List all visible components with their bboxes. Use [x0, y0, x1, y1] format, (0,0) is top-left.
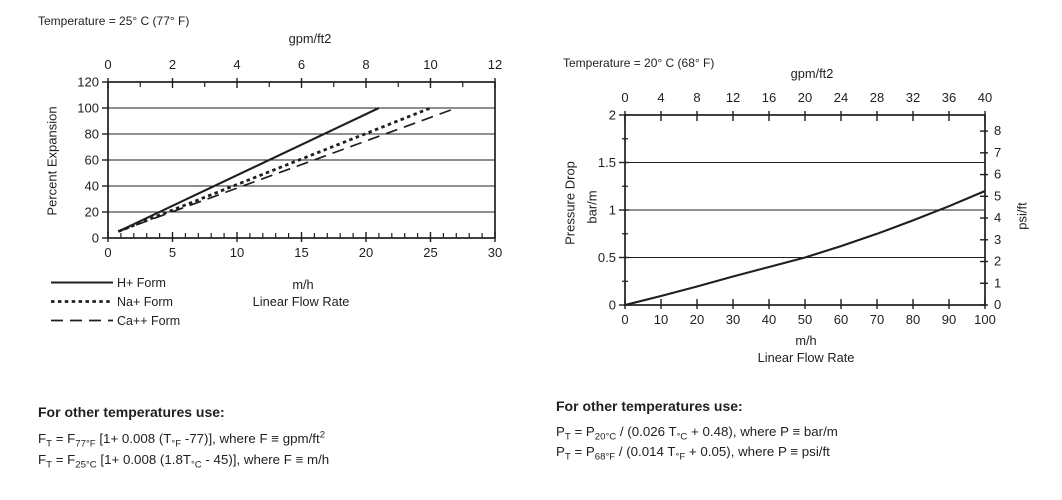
svg-text:10: 10 [230, 245, 244, 260]
svg-text:120: 120 [77, 75, 99, 90]
svg-text:30: 30 [726, 312, 740, 327]
right-notes-heading: For other temperatures use: [556, 398, 743, 414]
svg-text:25: 25 [423, 245, 437, 260]
svg-text:60: 60 [834, 312, 848, 327]
legend-item: Ca++ Form [50, 311, 180, 330]
svg-text:80: 80 [906, 312, 920, 327]
svg-text:20: 20 [359, 245, 373, 260]
right-chart-title: Temperature = 20° C (68° F) [563, 56, 715, 70]
right-top-axis-unit: gpm/ft2 [790, 66, 834, 81]
right-y-axis-label: Pressure Drop [562, 161, 578, 245]
left-formula-fahrenheit: FT = F77°F [1+ 0.008 (T°F -77)], where F… [38, 429, 326, 450]
legend-item: Na+ Form [50, 292, 180, 311]
svg-text:32: 32 [906, 90, 920, 105]
svg-text:90: 90 [942, 312, 956, 327]
right-x-axis-unit: m/h [795, 333, 817, 348]
svg-text:6: 6 [994, 167, 1001, 182]
svg-text:0.5: 0.5 [598, 250, 616, 265]
svg-text:8: 8 [362, 57, 369, 72]
right-formula-celsius: PT = P20°C / (0.026 T°C + 0.48), where P… [556, 424, 838, 443]
svg-text:4: 4 [233, 57, 240, 72]
svg-text:0: 0 [609, 298, 616, 313]
svg-text:12: 12 [726, 90, 740, 105]
svg-text:10: 10 [423, 57, 437, 72]
svg-text:1: 1 [994, 275, 1001, 290]
svg-text:2: 2 [609, 108, 616, 123]
svg-text:3: 3 [994, 232, 1001, 247]
svg-text:2: 2 [994, 254, 1001, 269]
svg-text:80: 80 [85, 127, 99, 142]
svg-text:12: 12 [488, 57, 502, 72]
svg-text:20: 20 [690, 312, 704, 327]
svg-text:0: 0 [994, 297, 1001, 312]
left-y-axis-label: Percent Expansion [44, 106, 60, 216]
svg-text:40: 40 [762, 312, 776, 327]
svg-text:16: 16 [762, 90, 776, 105]
svg-text:6: 6 [298, 57, 305, 72]
svg-text:40: 40 [85, 179, 99, 194]
svg-text:20: 20 [85, 205, 99, 220]
left-top-axis-unit: gpm/ft2 [288, 31, 332, 46]
svg-text:100: 100 [974, 312, 996, 327]
svg-text:28: 28 [870, 90, 884, 105]
svg-text:40: 40 [978, 90, 992, 105]
svg-text:100: 100 [77, 101, 99, 116]
legend-line-swatch [51, 319, 113, 322]
svg-text:0: 0 [621, 312, 628, 327]
right-y-axis-unit: bar/m [584, 190, 600, 224]
svg-text:50: 50 [798, 312, 812, 327]
left-notes-heading: For other temperatures use: [38, 404, 225, 420]
svg-text:20: 20 [798, 90, 812, 105]
svg-text:15: 15 [294, 245, 308, 260]
legend-line-swatch [51, 300, 113, 303]
svg-text:2: 2 [169, 57, 176, 72]
legend-item-label: Ca++ Form [117, 313, 181, 328]
svg-text:30: 30 [488, 245, 502, 260]
pressure-drop-chart: 0 4 8 12 16 20 24 28 32 36 400 10 20 30 40 50 60 70 80 90 10… [598, 90, 1001, 327]
svg-text:10: 10 [654, 312, 668, 327]
svg-text:0: 0 [104, 245, 111, 260]
svg-text:8: 8 [994, 123, 1001, 138]
svg-text:8: 8 [693, 90, 700, 105]
left-x-axis-label: Linear Flow Rate [252, 294, 350, 309]
right-secondary-axis-label: psi/ft [1014, 202, 1030, 230]
svg-text:0: 0 [104, 57, 111, 72]
svg-text:4: 4 [657, 90, 664, 105]
legend-item: H+ Form [50, 273, 180, 292]
svg-text:24: 24 [834, 90, 848, 105]
svg-text:7: 7 [994, 145, 1001, 160]
svg-text:1.5: 1.5 [598, 155, 616, 170]
svg-text:0: 0 [621, 90, 628, 105]
left-x-axis-unit: m/h [292, 277, 314, 292]
svg-text:5: 5 [994, 188, 1001, 203]
left-chart-legend: H+ Form Na+ Form Ca++ Form [50, 273, 180, 330]
svg-text:70: 70 [870, 312, 884, 327]
left-chart-title: Temperature = 25° C (77° F) [38, 14, 190, 28]
svg-text:1: 1 [609, 203, 616, 218]
right-x-axis-label: Linear Flow Rate [757, 350, 855, 365]
right-formula-fahrenheit: PT = P68°F / (0.014 T°F + 0.05), where P… [556, 444, 830, 463]
svg-text:4: 4 [994, 210, 1001, 225]
svg-text:36: 36 [942, 90, 956, 105]
left-formula-celsius: FT = F25°C [1+ 0.008 (1.8T°C - 45)], whe… [38, 452, 330, 471]
svg-text:0: 0 [92, 231, 99, 246]
svg-text:60: 60 [85, 153, 99, 168]
legend-item-label: Na+ Form [117, 294, 173, 309]
svg-text:5: 5 [169, 245, 176, 260]
legend-line-swatch [51, 281, 113, 284]
legend-item-label: H+ Form [117, 275, 166, 290]
